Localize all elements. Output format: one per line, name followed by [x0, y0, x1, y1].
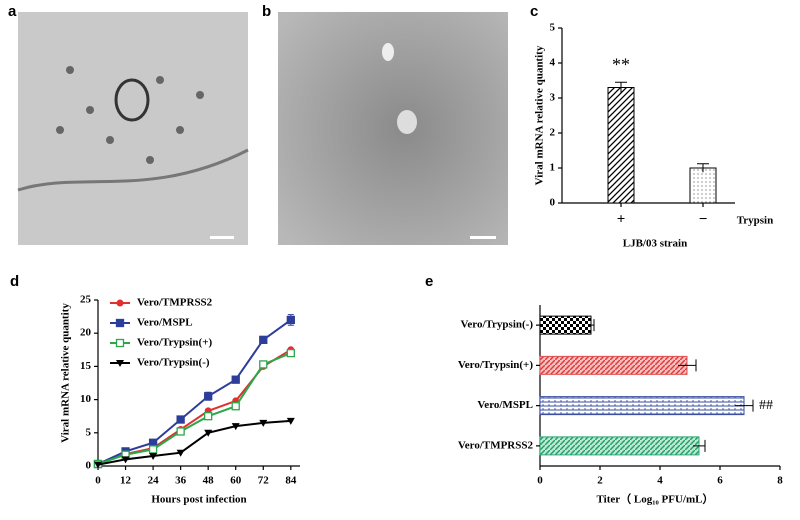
- marker: [286, 315, 295, 325]
- panel-label: e: [425, 273, 433, 290]
- line: [97, 319, 292, 465]
- marker: [94, 461, 102, 469]
- marker: [121, 456, 130, 464]
- x-tick-label: 0: [537, 475, 543, 487]
- series: [94, 417, 295, 469]
- marker: [149, 453, 158, 461]
- y-tick-label: 2: [550, 127, 556, 139]
- y-tick-label: 0: [86, 460, 92, 472]
- y-tick-label: 20: [80, 327, 92, 339]
- marker: [286, 348, 295, 358]
- marker: [259, 335, 268, 344]
- axis-note: Trypsin: [737, 215, 773, 227]
- marker: [231, 375, 240, 384]
- panel-label: a: [8, 3, 17, 20]
- x-tick-label: −: [699, 211, 708, 227]
- legend-marker: [115, 318, 125, 328]
- x-tick-label: 84: [285, 475, 297, 487]
- legend-label: Vero/Trypsin(+): [137, 337, 212, 349]
- legend-marker: [116, 360, 124, 367]
- marker: [204, 429, 213, 437]
- micrograph-b: [278, 12, 508, 245]
- legend-label: Vero/TMPRSS2: [137, 297, 213, 309]
- micrograph-a: [17, 12, 249, 245]
- x-tick-label: 6: [717, 475, 723, 487]
- y-tick-label: 25: [80, 294, 92, 306]
- y-tick-label: 5: [86, 426, 92, 438]
- marker: [231, 402, 240, 411]
- y-tick-label: Vero/Trypsin(-): [460, 319, 533, 331]
- x-tick-label: 2: [597, 475, 603, 487]
- marker: [148, 438, 158, 447]
- bar: [539, 355, 688, 375]
- bar: [689, 167, 717, 204]
- y-tick-label: 3: [550, 92, 556, 104]
- bar: [539, 436, 700, 456]
- marker: [204, 412, 213, 421]
- marker: [259, 360, 268, 369]
- y-tick-label: 0: [550, 197, 556, 209]
- error-bar: [693, 439, 706, 452]
- bar: [539, 396, 745, 416]
- y-tick-label: 4: [550, 57, 556, 69]
- error-bar: [615, 81, 627, 93]
- x-tick-label: 4: [657, 475, 663, 487]
- bar: [539, 315, 592, 335]
- error-bar: [735, 399, 754, 412]
- legend-marker: [115, 338, 125, 348]
- bar: [607, 87, 635, 204]
- panel-label: c: [530, 3, 538, 20]
- line: [97, 352, 292, 465]
- y-tick-label: 1: [550, 162, 556, 174]
- y-tick-label: 15: [80, 360, 92, 372]
- x-tick-label: +: [617, 211, 626, 227]
- marker: [204, 392, 213, 401]
- y-tick-label: Vero/TMPRSS2: [458, 439, 534, 451]
- panel-label: b: [262, 3, 271, 20]
- x-tick-label: 72: [258, 475, 270, 487]
- marker: [176, 427, 185, 436]
- significance: **: [612, 54, 630, 74]
- error-bar: [697, 163, 709, 173]
- y-axis-label: Viral mRNA relative quantity: [60, 303, 72, 443]
- x-tick-label: 8: [777, 475, 783, 487]
- x-tick-label: 60: [230, 475, 242, 487]
- x-axis-label: LJB/03 strain: [623, 238, 687, 250]
- marker: [176, 415, 185, 424]
- legend-marker: [116, 299, 124, 307]
- marker: [259, 419, 268, 427]
- marker: [148, 445, 158, 454]
- legend-label: Vero/MSPL: [137, 317, 193, 329]
- marker: [176, 449, 185, 457]
- marker: [286, 417, 295, 425]
- marker: [231, 423, 240, 431]
- legend-label: Vero/Trypsin(-): [137, 357, 210, 369]
- panel-label: d: [10, 273, 19, 290]
- y-tick-label: Vero/Trypsin(+): [458, 359, 533, 371]
- x-tick-label: 48: [203, 475, 215, 487]
- y-tick-label: Vero/MSPL: [477, 399, 533, 411]
- x-axis-label: Titer（ Log₁₀ PFU/mL）: [597, 493, 714, 506]
- x-tick-label: 24: [148, 475, 160, 487]
- error-bar: [588, 319, 595, 332]
- y-tick-label: 10: [80, 393, 92, 405]
- x-axis-label: Hours post infection: [151, 494, 246, 506]
- significance: ##: [759, 398, 773, 413]
- y-axis-label: Viral mRNA relative quantity: [534, 45, 546, 185]
- y-tick-label: 5: [550, 22, 556, 34]
- series: [93, 348, 295, 469]
- error-bar: [678, 359, 697, 372]
- x-tick-label: 36: [175, 475, 187, 487]
- x-tick-label: 0: [95, 475, 101, 487]
- x-tick-label: 12: [120, 475, 132, 487]
- line: [97, 419, 291, 466]
